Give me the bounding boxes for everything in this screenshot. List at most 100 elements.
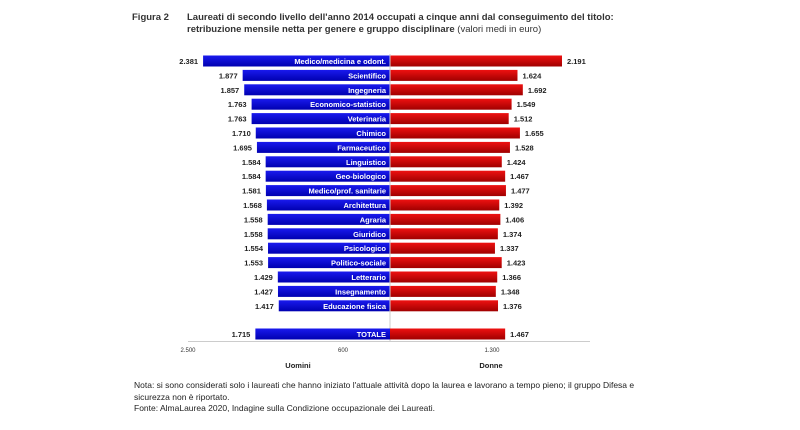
bar-uomini xyxy=(278,300,390,312)
chart-heading: Laureati di secondo livello dell'anno 20… xyxy=(187,12,682,36)
bar-uomini xyxy=(256,141,390,153)
category-label: Scientifico xyxy=(348,71,386,80)
figure-label: Figura 2 xyxy=(132,12,169,23)
bar-uomini xyxy=(255,328,390,340)
value-label-uomini: 1.877 xyxy=(219,71,238,80)
bar-uomini xyxy=(265,156,390,168)
value-label-donne: 1.392 xyxy=(504,201,523,210)
subtitle-text: retribuzione mensile netta per genere e … xyxy=(187,24,455,35)
category-label: Agraria xyxy=(360,215,387,224)
value-label-donne: 1.424 xyxy=(507,158,527,167)
category-label: Politico-sociale xyxy=(331,259,386,268)
value-label-donne: 1.423 xyxy=(507,259,526,268)
bar-uomini xyxy=(244,84,390,96)
category-label: Educazione fisica xyxy=(323,302,387,311)
chart-title: Laureati di secondo livello dell'anno 20… xyxy=(187,12,614,23)
bar-donne xyxy=(390,113,509,125)
x-tick-label: 600 xyxy=(338,348,349,354)
value-label-donne: 1.406 xyxy=(505,215,524,224)
value-label-uomini: 1.710 xyxy=(232,129,251,138)
category-label: Psicologico xyxy=(344,244,387,253)
category-label: Chimico xyxy=(356,129,386,138)
bar-uomini xyxy=(268,242,390,254)
value-label-uomini: 1.417 xyxy=(255,302,274,311)
value-label-donne: 1.348 xyxy=(501,287,520,296)
bar-donne xyxy=(390,271,498,283)
value-label-donne: 1.467 xyxy=(510,172,529,181)
note-line-2: sicurezza non è riportato. xyxy=(134,391,230,402)
value-label-donne: 1.374 xyxy=(503,230,523,239)
bar-donne xyxy=(390,127,520,139)
bar-donne xyxy=(390,170,506,182)
value-label-donne: 1.376 xyxy=(503,302,522,311)
x-tick-label: 1.300 xyxy=(484,348,500,354)
bar-donne xyxy=(390,98,512,110)
value-label-donne: 1.467 xyxy=(510,330,529,339)
legend-donne: Donne xyxy=(479,361,502,370)
bar-donne xyxy=(390,300,499,312)
value-label-donne: 1.477 xyxy=(511,187,530,196)
category-label: Architettura xyxy=(343,201,386,210)
bar-donne xyxy=(390,156,502,168)
bar-uomini xyxy=(267,228,390,240)
value-label-uomini: 1.558 xyxy=(244,215,263,224)
value-label-donne: 1.549 xyxy=(517,100,536,109)
bar-donne xyxy=(390,199,500,211)
source-line: Fonte: AlmaLaurea 2020, Indagine sulla C… xyxy=(134,403,436,413)
category-label: Economico-statistico xyxy=(310,100,386,109)
bar-uomini xyxy=(255,127,390,139)
bar-donne xyxy=(390,242,495,254)
bar-donne xyxy=(390,55,562,67)
bar-donne xyxy=(390,257,502,269)
bar-donne xyxy=(390,213,501,225)
category-label: TOTALE xyxy=(357,330,386,339)
value-label-donne: 1.337 xyxy=(500,244,519,253)
bar-uomini xyxy=(277,271,390,283)
legend-uomini: Uomini xyxy=(285,361,310,370)
value-label-uomini: 1.584 xyxy=(242,172,262,181)
bar-uomini xyxy=(242,69,390,81)
bar-donne xyxy=(390,69,518,81)
value-label-uomini: 1.554 xyxy=(244,244,264,253)
value-label-donne: 1.366 xyxy=(502,273,521,282)
category-label: Farmaceutico xyxy=(337,143,386,152)
value-label-uomini: 1.584 xyxy=(242,158,262,167)
value-label-uomini: 1.763 xyxy=(228,115,247,124)
bar-uomini xyxy=(203,55,390,67)
value-label-donne: 2.191 xyxy=(567,57,586,66)
value-label-donne: 1.655 xyxy=(525,129,544,138)
bar-uomini xyxy=(268,257,390,269)
bar-uomini xyxy=(251,113,390,125)
bar-uomini xyxy=(265,185,390,197)
value-label-uomini: 1.427 xyxy=(254,287,273,296)
bar-uomini xyxy=(277,285,390,297)
category-label: Medico/prof. sanitarie xyxy=(308,187,386,196)
x-tick-label: 2.500 xyxy=(180,348,196,354)
notes: Nota: si sono considerati solo i laureat… xyxy=(134,380,794,415)
category-label: Medico/medicina e odont. xyxy=(294,57,386,66)
bar-donne xyxy=(390,141,510,153)
category-label: Linguistico xyxy=(346,158,386,167)
note-line-1: Nota: si sono considerati solo i laureat… xyxy=(134,380,635,390)
bar-donne xyxy=(390,84,523,96)
category-label: Veterinaria xyxy=(348,115,387,124)
subtitle-note: (valori medi in euro) xyxy=(457,24,542,35)
bar-donne xyxy=(390,185,506,197)
value-label-donne: 1.624 xyxy=(522,71,542,80)
value-label-uomini: 1.553 xyxy=(244,259,263,268)
value-label-donne: 1.512 xyxy=(514,115,533,124)
bar-donne xyxy=(390,328,506,340)
value-label-donne: 1.692 xyxy=(528,86,547,95)
value-label-uomini: 1.695 xyxy=(233,143,252,152)
category-label: Giuridico xyxy=(353,230,386,239)
chart-subtitle: retribuzione mensile netta per genere e … xyxy=(187,24,682,36)
value-label-uomini: 1.763 xyxy=(228,100,247,109)
value-label-uomini: 1.857 xyxy=(220,86,239,95)
category-label: Geo-biologico xyxy=(336,172,387,181)
value-label-uomini: 1.429 xyxy=(254,273,273,282)
bar-uomini xyxy=(265,170,390,182)
value-label-uomini: 1.558 xyxy=(244,230,263,239)
value-label-donne: 1.528 xyxy=(515,143,534,152)
